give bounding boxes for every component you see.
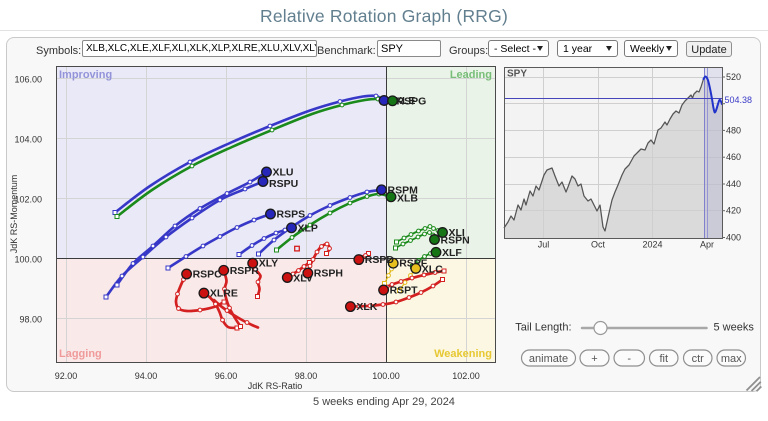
svg-text:94.00: 94.00 (135, 371, 158, 381)
svg-text:XLC: XLC (422, 263, 443, 275)
svg-text:fit: fit (659, 353, 668, 365)
svg-text:animate: animate (529, 353, 568, 365)
svg-text:2024: 2024 (642, 240, 662, 250)
svg-text:RSPC: RSPC (193, 269, 223, 281)
svg-text:102.00: 102.00 (14, 195, 42, 205)
svg-text:102.00: 102.00 (452, 371, 480, 381)
svg-text:100.00: 100.00 (14, 255, 42, 265)
svg-text:5 weeks: 5 weeks (714, 322, 755, 334)
svg-text:XLE: XLE (395, 95, 415, 107)
svg-text:Tail Length:: Tail Length: (515, 322, 571, 334)
svg-text:XLK: XLK (356, 301, 377, 313)
svg-text:480: 480 (726, 125, 741, 135)
svg-text:RSPG: RSPG (397, 95, 427, 107)
svg-text:RSPD: RSPD (365, 254, 395, 266)
svg-text:XLI: XLI (449, 227, 465, 239)
svg-text:504.38: 504.38 (725, 95, 753, 105)
svg-text:Jul: Jul (538, 240, 550, 250)
svg-text:440: 440 (726, 179, 741, 189)
svg-text:Apr: Apr (700, 240, 714, 250)
svg-text:SPY: SPY (507, 69, 527, 80)
svg-text:max: max (721, 353, 742, 365)
svg-text:98.00: 98.00 (19, 315, 42, 325)
svg-text:XLP: XLP (298, 222, 318, 234)
svg-text:XLRE: XLRE (210, 288, 238, 300)
svg-text:JdK RS-Ratio: JdK RS-Ratio (248, 381, 303, 391)
svg-text:XLY: XLY (259, 258, 278, 270)
svg-text:+: + (591, 353, 597, 365)
svg-text:420: 420 (726, 206, 741, 216)
svg-text:Lagging: Lagging (59, 348, 102, 360)
svg-text:RSPN: RSPN (441, 235, 470, 247)
svg-text:RSPS: RSPS (277, 209, 306, 221)
svg-text:ctr: ctr (692, 353, 705, 365)
svg-text:-: - (627, 353, 631, 365)
svg-text:XLB: XLB (397, 192, 418, 204)
svg-text:104.00: 104.00 (14, 135, 42, 145)
svg-text:460: 460 (726, 152, 741, 162)
svg-text:XLU: XLU (273, 167, 294, 179)
svg-text:Oct: Oct (591, 240, 606, 250)
svg-text:RSPU: RSPU (269, 178, 298, 190)
svg-text:JdK RS-Momentum: JdK RS-Momentum (9, 175, 19, 254)
svg-text:520: 520 (726, 72, 741, 82)
svg-text:XLF: XLF (442, 247, 462, 259)
svg-text:RSPT: RSPT (390, 285, 419, 297)
svg-text:RSPH: RSPH (314, 268, 343, 280)
svg-text:98.00: 98.00 (295, 371, 318, 381)
svg-text:400: 400 (726, 233, 741, 243)
svg-text:96.00: 96.00 (215, 371, 238, 381)
svg-text:106.00: 106.00 (14, 75, 42, 85)
svg-text:92.00: 92.00 (55, 371, 78, 381)
svg-text:Leading: Leading (450, 69, 492, 81)
svg-text:100.00: 100.00 (372, 371, 400, 381)
svg-text:Weakening: Weakening (434, 348, 492, 360)
svg-text:Improving: Improving (59, 69, 112, 81)
